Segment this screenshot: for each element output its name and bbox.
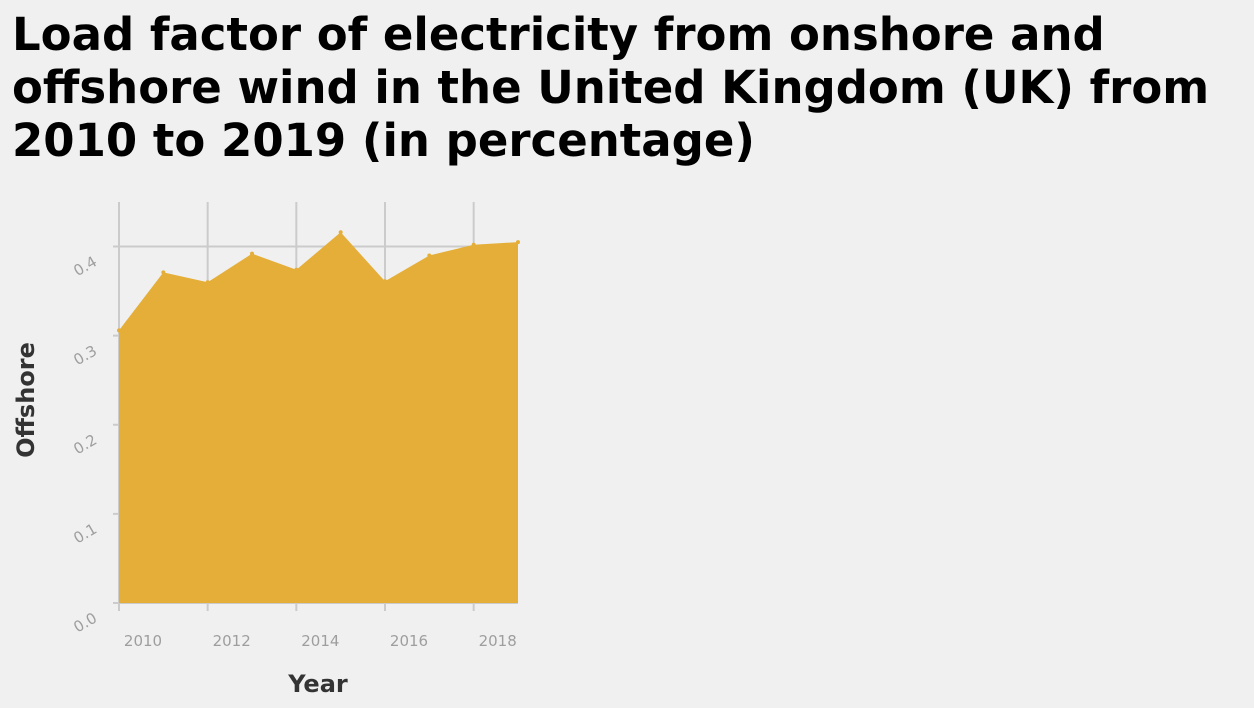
data-point-2013 (250, 251, 254, 256)
y-tick-label: 0.1 (70, 520, 100, 548)
data-point-2015 (338, 230, 343, 235)
data-point-2018 (471, 242, 476, 247)
data-point-2011 (161, 270, 166, 275)
data-point-2016 (383, 279, 387, 284)
series-area (119, 232, 518, 603)
y-tick-label: 0.2 (70, 431, 100, 459)
data-point-2017 (427, 253, 432, 258)
x-axis-label: Year (287, 670, 348, 698)
data-point-2019 (516, 240, 520, 245)
x-tick-label: 2016 (390, 632, 428, 650)
x-tick-label: 2018 (479, 632, 517, 650)
y-tick-label: 0.3 (70, 342, 100, 370)
data-point-2012 (205, 280, 210, 285)
data-point-2010 (117, 328, 121, 333)
y-axis-label: Offshore (12, 342, 40, 458)
y-tick-label: 0.0 (70, 609, 100, 637)
data-point-2014 (294, 267, 299, 272)
x-tick-label: 2012 (213, 632, 251, 650)
plot-area (117, 230, 520, 603)
chart-title: Load factor of electricity from onshore … (12, 8, 1210, 167)
y-tick-label: 0.4 (70, 252, 100, 280)
x-tick-label: 2014 (301, 632, 339, 650)
x-tick-label: 2010 (124, 632, 162, 650)
